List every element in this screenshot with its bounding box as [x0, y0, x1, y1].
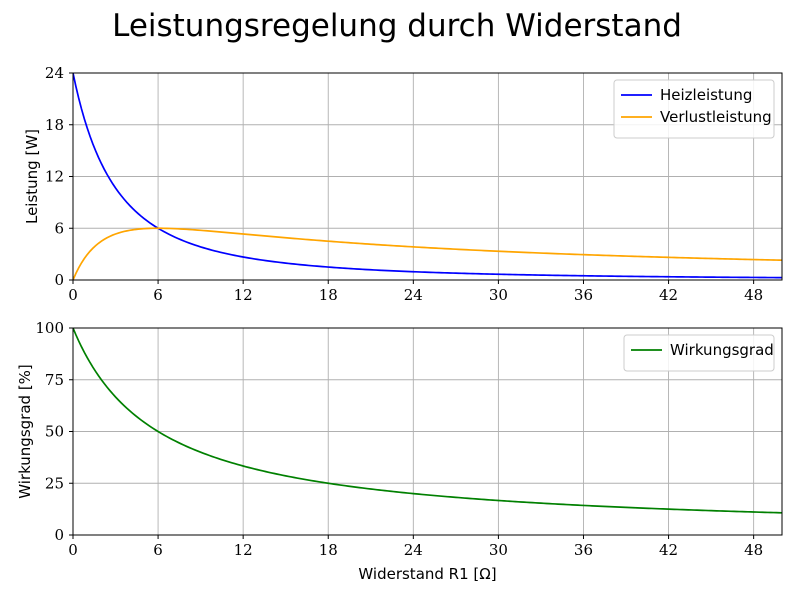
series-line-verlustleistung [73, 227, 782, 280]
series-line-wirkungsgrad [73, 328, 782, 514]
y-tick-label: 24 [45, 64, 64, 82]
legend: Wirkungsgrad [623, 334, 775, 372]
y-tick-label: 0 [54, 526, 64, 544]
x-tick-label: 12 [234, 286, 253, 304]
x-tick-label: 18 [319, 286, 338, 304]
y-tick-label: 6 [54, 219, 64, 237]
x-tick-label: 24 [404, 541, 423, 559]
x-tick-label: 48 [744, 541, 763, 559]
legend-box [623, 334, 775, 372]
x-tick-label: 42 [659, 541, 678, 559]
x-axis-label: Widerstand R1 [Ω] [358, 565, 496, 583]
y-tick-label: 100 [35, 319, 64, 337]
x-tick-label: 30 [489, 541, 508, 559]
y-tick-label: 75 [45, 371, 64, 389]
y-tick-label: 50 [45, 423, 64, 441]
y-tick-label: 12 [45, 168, 64, 186]
x-tick-label: 30 [489, 286, 508, 304]
y-tick-label: 18 [45, 116, 64, 134]
y-axis-label: Wirkungsgrad [%] [16, 364, 34, 499]
legend-label: Heizleistung [660, 86, 752, 104]
legend-label: Wirkungsgrad [670, 341, 774, 359]
y-tick-label: 25 [45, 474, 64, 492]
bottom-panel: 0 6 12 18 24 30 36 42 48 0 25 50 75 100 Wirkungsgrad [… [16, 319, 783, 583]
series-line-heizleistung [73, 73, 782, 279]
legend-box [613, 79, 775, 139]
x-tick-label: 0 [68, 541, 78, 559]
x-tick-label: 36 [574, 541, 593, 559]
legend: Heizleistung Verlustleistung [613, 79, 775, 139]
x-tick-label: 0 [68, 286, 78, 304]
legend-label: Verlustleistung [660, 108, 772, 126]
x-tick-label: 24 [404, 286, 423, 304]
x-tick-label: 6 [153, 541, 163, 559]
x-tick-label: 36 [574, 286, 593, 304]
figure-title: Leistungsregelung durch Widerstand [112, 8, 682, 44]
top-panel: 0 6 12 18 24 30 36 42 48 0 6 12 18 24 Leistung [W] Heiz… [23, 64, 783, 304]
x-tick-label: 48 [744, 286, 763, 304]
x-tick-label: 6 [153, 286, 163, 304]
y-tick-label: 0 [54, 271, 64, 289]
x-tick-label: 18 [319, 541, 338, 559]
x-tick-label: 12 [234, 541, 253, 559]
y-axis-label: Leistung [W] [23, 129, 41, 224]
x-tick-label: 42 [659, 286, 678, 304]
